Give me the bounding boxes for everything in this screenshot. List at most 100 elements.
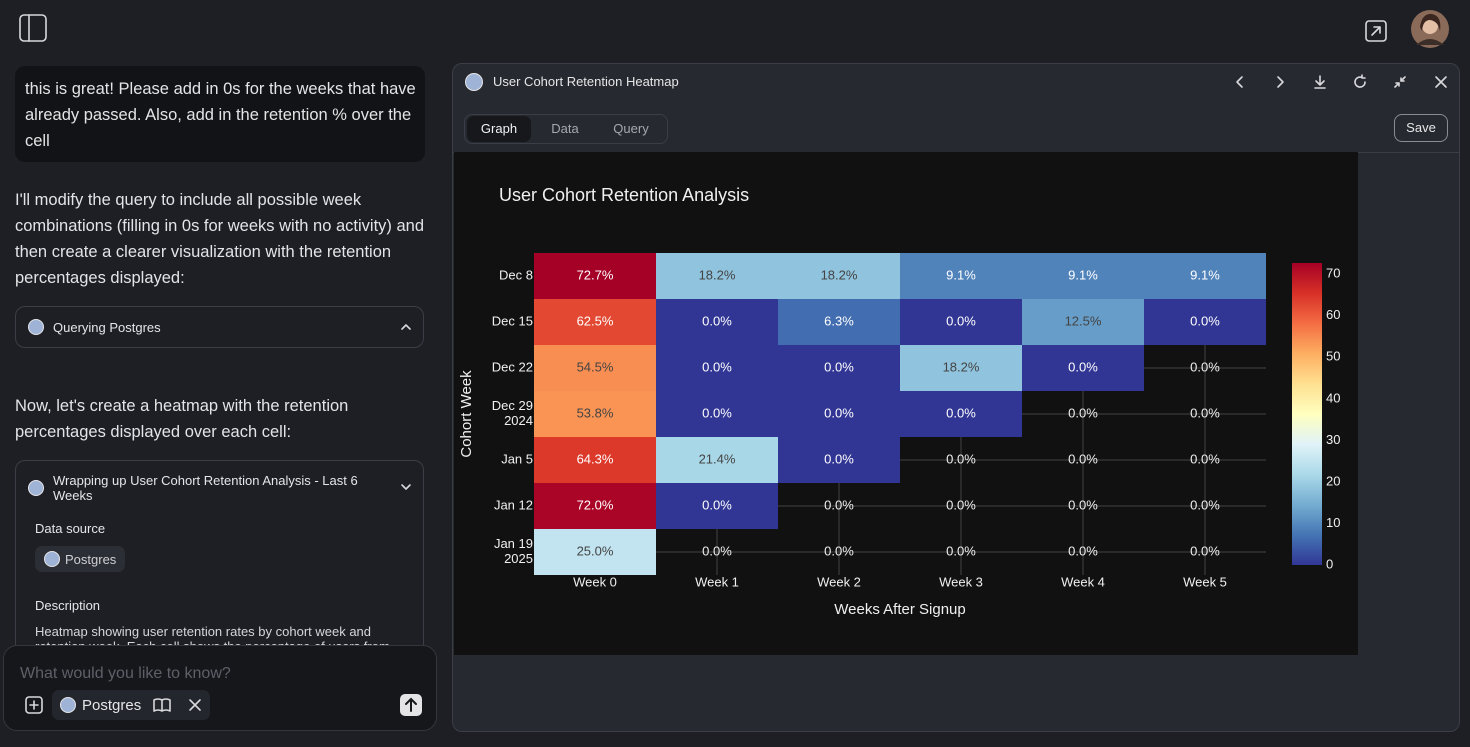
heatmap-cell	[778, 345, 900, 391]
save-button[interactable]: Save	[1394, 114, 1448, 142]
heatmap-cell	[1144, 299, 1266, 345]
heatmap-cell	[1022, 299, 1144, 345]
chat-input[interactable]: What would you like to know? Postgres	[3, 645, 437, 731]
input-placeholder: What would you like to know?	[20, 665, 231, 682]
heatmap-cell	[656, 345, 778, 391]
x-tick-label: Week 4	[1061, 574, 1105, 589]
cell-label: 0.0%	[1190, 359, 1220, 374]
refresh[interactable]	[1352, 74, 1368, 90]
cell-label: 0.0%	[946, 543, 976, 558]
postgres-icon	[465, 73, 483, 91]
colorbar-tick-label: 0	[1326, 556, 1333, 571]
summary-step: Wrapping up User Cohort Retention Analys…	[15, 460, 424, 662]
heatmap-cell	[900, 345, 1022, 391]
heatmap-cell	[534, 345, 656, 391]
cell-label: 0.0%	[824, 359, 854, 374]
send-button[interactable]	[400, 694, 422, 716]
cell-label: 25.0%	[577, 543, 614, 558]
cell-label: 0.0%	[1068, 497, 1098, 512]
y-tick-label: Dec 8	[499, 267, 533, 283]
summary-title: Wrapping up User Cohort Retention Analys…	[53, 473, 358, 503]
next[interactable]	[1272, 74, 1288, 90]
cell-label: 6.3%	[824, 313, 854, 328]
heatmap-cell	[1144, 253, 1266, 299]
heatmap-cell	[778, 391, 900, 437]
y-tick-label: Dec 29 2024	[491, 398, 533, 428]
x-tick-label: Week 0	[573, 574, 617, 589]
x-tick-label: Week 3	[939, 574, 983, 589]
postgres-icon	[28, 319, 44, 335]
open-external[interactable]	[1364, 19, 1388, 43]
query-step-label: Querying Postgres	[53, 320, 161, 335]
y-axis-title: Cohort Week	[458, 370, 475, 458]
x-axis-title: Weeks After Signup	[834, 601, 965, 618]
colorbar-tick-label: 20	[1326, 473, 1340, 488]
minimize[interactable]	[1392, 74, 1408, 90]
previous[interactable]	[1232, 74, 1248, 90]
cell-label: 0.0%	[824, 497, 854, 512]
cell-label: 62.5%	[577, 313, 614, 328]
cell-label: 0.0%	[946, 497, 976, 512]
colorbar	[1292, 263, 1322, 565]
heatmap-cell	[1022, 253, 1144, 299]
cell-label: 0.0%	[1190, 497, 1220, 512]
cell-label: 0.0%	[1190, 405, 1220, 420]
x-tick-label: Week 2	[817, 574, 861, 589]
y-tick-label: Jan 12	[493, 497, 533, 513]
tab[interactable]: Query	[613, 121, 649, 136]
heatmap-cell	[900, 253, 1022, 299]
cell-label: 12.5%	[1065, 313, 1102, 328]
heatmap-cell	[656, 437, 778, 483]
cell-label: 0.0%	[946, 313, 976, 328]
close[interactable]	[1433, 74, 1449, 90]
add-button[interactable]	[24, 695, 44, 715]
cell-label: 0.0%	[946, 451, 976, 466]
cell-label: 72.7%	[577, 267, 614, 282]
heatmap-cell	[534, 529, 656, 575]
collapse-chevron[interactable]	[399, 321, 413, 333]
heatmap-cell	[1022, 345, 1144, 391]
cell-label: 9.1%	[1190, 267, 1220, 282]
avatar[interactable]	[1410, 9, 1450, 49]
heatmap-cell	[656, 391, 778, 437]
heatmap-cell	[778, 253, 900, 299]
heatmap-cell	[534, 299, 656, 345]
tab-bar: Graph Data Query	[464, 114, 668, 144]
cell-label: 0.0%	[824, 451, 854, 466]
x-tick-label: Week 1	[695, 574, 739, 589]
heatmap-cell	[534, 391, 656, 437]
x-tick-label: Week 5	[1183, 574, 1227, 589]
cell-label: 0.0%	[702, 543, 732, 558]
sidebar-toggle[interactable]	[18, 13, 48, 43]
catalog-button[interactable]	[152, 696, 172, 714]
colorbar-tick-label: 50	[1326, 349, 1340, 364]
cell-label: 0.0%	[702, 359, 732, 374]
download[interactable]	[1312, 74, 1328, 90]
tab[interactable]: Graph	[467, 116, 531, 142]
colorbar-tick-label: 30	[1326, 432, 1340, 447]
cell-label: 53.8%	[577, 405, 614, 420]
cell-label: 0.0%	[702, 405, 732, 420]
colorbar-tick-label: 10	[1326, 515, 1340, 530]
cell-label: 0.0%	[1190, 543, 1220, 558]
cell-label: 0.0%	[702, 313, 732, 328]
source-selector[interactable]: Postgres	[52, 690, 210, 720]
y-tick-label: Dec 15	[491, 313, 533, 329]
cell-label: 0.0%	[1068, 451, 1098, 466]
heatmap-cell	[900, 391, 1022, 437]
tab[interactable]: Data	[551, 121, 579, 136]
y-tick-label: Jan 19 2025	[493, 536, 533, 566]
cell-label: 0.0%	[1068, 543, 1098, 558]
heatmap-cell	[900, 299, 1022, 345]
postgres-icon	[44, 551, 60, 567]
chart-title: User Cohort Retention Analysis	[499, 185, 749, 205]
expand-chevron[interactable]	[399, 481, 413, 493]
cell-label: 0.0%	[702, 497, 732, 512]
cell-label: 0.0%	[1068, 359, 1098, 374]
assistant-message: Now, let's create a heatmap with the ret…	[15, 397, 349, 441]
query-step[interactable]: Querying Postgres	[15, 306, 424, 348]
heatmap-cell	[534, 253, 656, 299]
remove-source[interactable]	[188, 698, 202, 712]
y-tick-label: Dec 22	[491, 359, 533, 375]
description-label: Description	[35, 598, 101, 613]
